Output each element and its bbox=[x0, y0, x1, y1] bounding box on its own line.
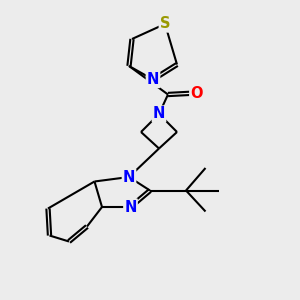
Text: N: N bbox=[124, 200, 137, 214]
Text: O: O bbox=[190, 85, 203, 100]
Text: N: N bbox=[123, 169, 135, 184]
Text: S: S bbox=[160, 16, 170, 32]
Text: N: N bbox=[153, 106, 165, 122]
Text: N: N bbox=[147, 72, 159, 87]
